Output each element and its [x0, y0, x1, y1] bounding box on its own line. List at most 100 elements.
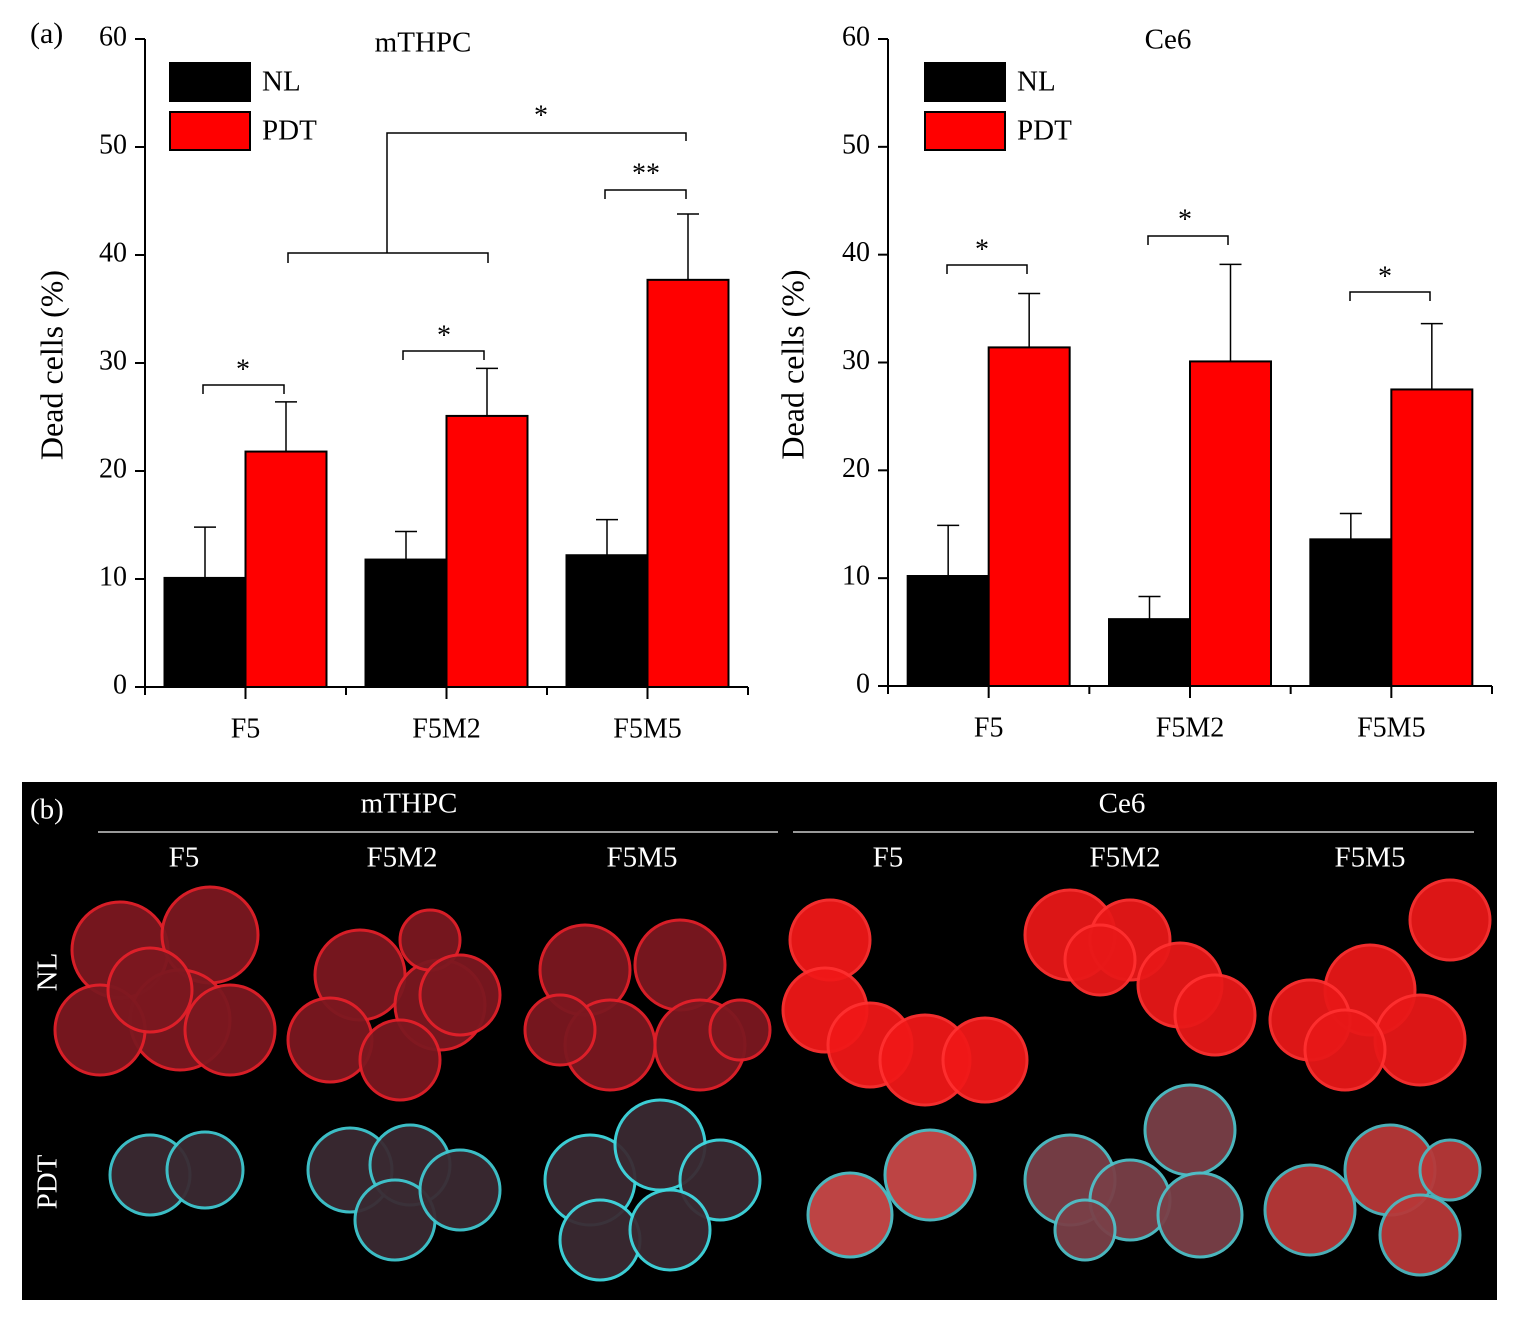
significance-label: ** [632, 158, 660, 189]
legend-swatch [924, 62, 1006, 102]
bar [163, 576, 247, 688]
significance-label: * [236, 354, 250, 385]
chart-title: Ce6 [1145, 24, 1192, 56]
row-label: PDT [32, 1154, 64, 1209]
bar [244, 450, 328, 688]
panel-label: (b) [30, 794, 64, 826]
bar [364, 558, 448, 688]
cell [286, 996, 374, 1084]
significance-bracket [402, 350, 485, 360]
bar [987, 346, 1071, 687]
error-bar [275, 401, 297, 452]
bar [565, 554, 649, 688]
legend-label: PDT [1017, 115, 1072, 147]
bar [1189, 360, 1272, 687]
significance-bracket [946, 264, 1028, 274]
x-tick-label: F5M2 [412, 713, 480, 744]
y-tick-label: 40 [842, 237, 870, 268]
legend-label: NL [262, 66, 301, 98]
legend-swatch [169, 62, 251, 102]
panel-label: (a) [30, 17, 63, 50]
row-label: NL [32, 953, 64, 992]
y-tick-label: 10 [842, 561, 870, 592]
legend-swatch [924, 111, 1006, 151]
cell [418, 953, 502, 1037]
cell [358, 1018, 442, 1102]
cell [523, 993, 597, 1067]
legend-label: PDT [262, 115, 317, 147]
cell [628, 1188, 712, 1272]
column-label: F5M5 [1335, 842, 1406, 874]
cell [106, 946, 194, 1034]
cell [1263, 1163, 1357, 1257]
chart-title: mTHPC [375, 27, 472, 59]
x-tick-label: F5 [974, 712, 1004, 743]
legend-swatch [169, 111, 251, 151]
bar [1390, 388, 1474, 687]
error-bar [937, 524, 960, 577]
bar [1309, 538, 1393, 688]
cell [678, 1138, 762, 1222]
cell [806, 1171, 894, 1259]
error-bar [194, 526, 216, 578]
significance-label: * [1378, 261, 1392, 292]
bar [445, 414, 529, 688]
cell [883, 1128, 977, 1222]
cell [1303, 1008, 1387, 1092]
y-tick-label: 10 [99, 561, 127, 592]
column-label: F5M5 [607, 842, 678, 874]
cell [1408, 878, 1492, 962]
cell [183, 983, 277, 1077]
y-tick-label: 60 [842, 21, 870, 52]
bar [906, 575, 990, 688]
y-tick-label: 20 [99, 453, 127, 484]
significance-label: * [975, 234, 989, 265]
column-label: F5M2 [367, 842, 438, 874]
y-axis-label: Dead cells (%) [33, 270, 69, 460]
column-label: F5 [169, 842, 200, 874]
significance-bracket [604, 189, 687, 199]
significance-bracket [1349, 291, 1431, 301]
y-tick-label: 0 [856, 668, 870, 699]
error-bar [1420, 322, 1443, 390]
legend-label: NL [1017, 66, 1056, 98]
error-bar [1339, 512, 1362, 540]
significance-bracket [202, 384, 285, 394]
column-label: F5M2 [1090, 842, 1161, 874]
y-tick-label: 30 [99, 345, 127, 376]
y-tick-label: 60 [99, 21, 127, 52]
cell [1173, 973, 1257, 1057]
y-tick-label: 50 [842, 129, 870, 160]
error-bar [1018, 292, 1041, 348]
significance-label: * [437, 320, 451, 351]
bar [646, 278, 730, 688]
error-bar [1219, 263, 1242, 362]
cell [558, 1198, 642, 1282]
cell [708, 998, 772, 1062]
cell [1156, 1171, 1244, 1259]
group-label: Ce6 [1099, 788, 1146, 820]
error-bar [476, 367, 498, 416]
y-tick-label: 50 [99, 129, 127, 160]
error-bar [596, 518, 618, 556]
error-bar [677, 213, 699, 280]
cell [941, 1016, 1029, 1104]
x-tick-label: F5M2 [1156, 712, 1224, 743]
x-tick-label: F5M5 [613, 713, 681, 744]
cell [1063, 923, 1137, 997]
cell [418, 1148, 502, 1232]
error-bar [395, 530, 417, 560]
group-label: mTHPC [361, 788, 458, 820]
cell [1418, 1138, 1482, 1202]
column-label: F5 [873, 842, 904, 874]
y-tick-label: 40 [99, 237, 127, 268]
cell [1378, 1193, 1462, 1277]
y-axis-label: Dead cells (%) [774, 269, 810, 459]
cell [1373, 993, 1467, 1087]
significance-bracket [1147, 235, 1229, 245]
bar [1108, 618, 1191, 687]
y-tick-label: 30 [842, 345, 870, 376]
cell [633, 918, 727, 1012]
y-tick-label: 20 [842, 453, 870, 484]
significance-label: * [1178, 204, 1192, 235]
